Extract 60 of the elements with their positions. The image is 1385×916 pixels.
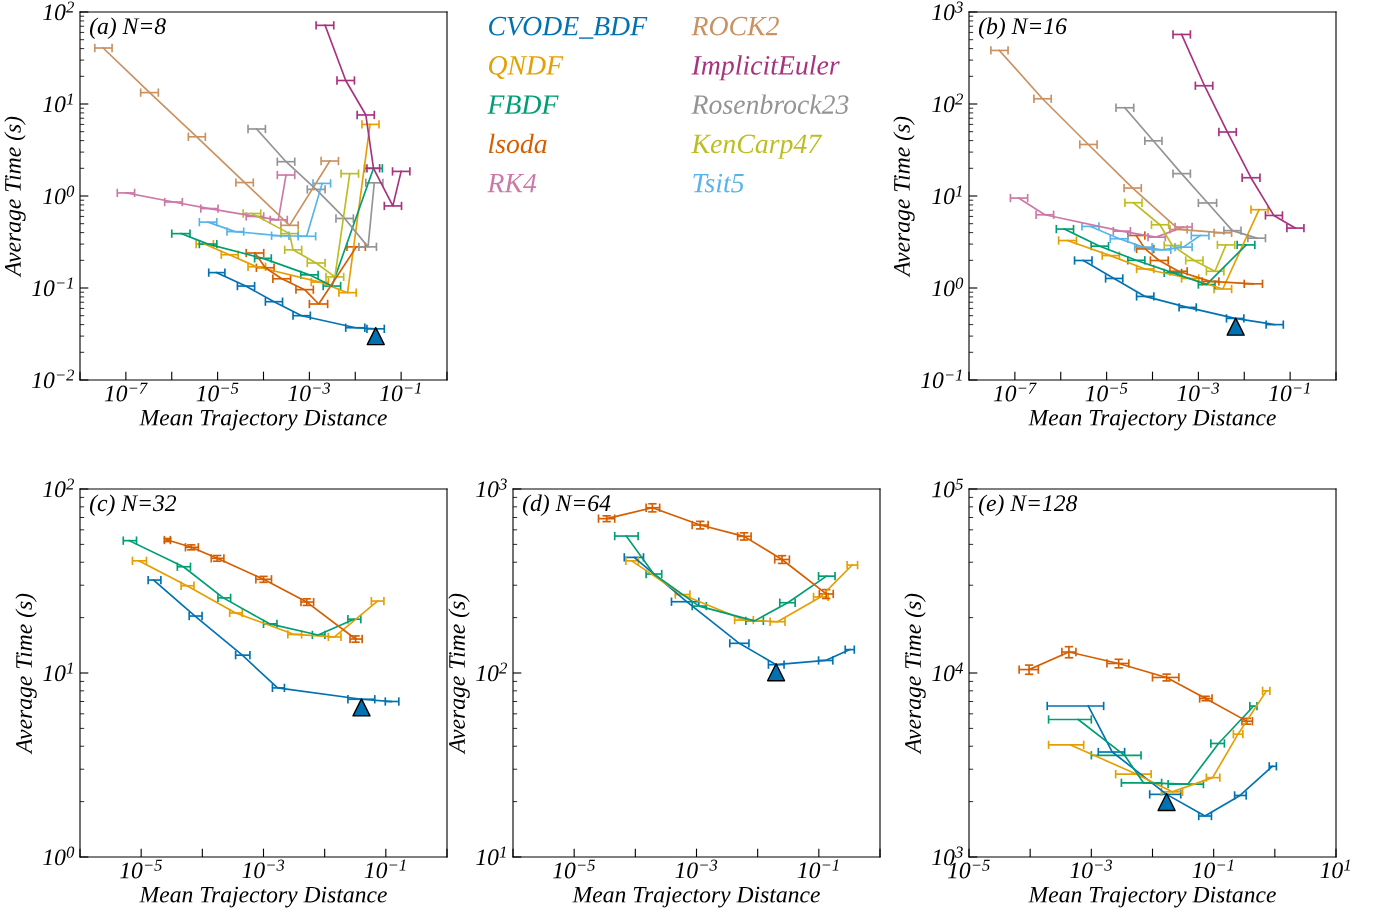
y-axis-title: Average Time (s) <box>4 116 26 278</box>
y-axis-title: Average Time (s) <box>448 593 470 755</box>
x-axis-title: Mean Trajectory Distance <box>1028 409 1276 431</box>
x-axis-title: Mean Trajectory Distance <box>1028 886 1276 908</box>
text: lsoda <box>488 133 547 154</box>
text: KenCarp47 <box>691 134 823 159</box>
text: Rosenbrock23 <box>691 94 849 114</box>
x-axis-title: Mean Trajectory Distance <box>139 886 387 908</box>
x-tick-label: 10$^{−5}$ <box>553 859 595 879</box>
x-tick-label: 10$^{−1}$ <box>364 859 406 879</box>
chart-title: (a) N=8 <box>90 17 166 39</box>
y-axis-title: Average Time (s) <box>893 116 915 278</box>
y-tick-label: 10$^{0}$ <box>43 185 75 205</box>
x-tick-label: 10$^{−3}$ <box>1177 382 1220 402</box>
x-tick-label: 10$^{−1}$ <box>380 382 421 402</box>
y-tick-label: 10$^{0}$ <box>43 846 75 866</box>
text: FBDF <box>487 95 559 114</box>
text: QNDF <box>489 56 564 79</box>
y-tick-label: 10$^{2}$ <box>43 1 75 21</box>
x-tick-label: 10$^{−1}$ <box>797 859 839 879</box>
x-tick-label: 10$^{−1}$ <box>1192 859 1234 879</box>
chart-title: (d) N=64 <box>523 494 611 516</box>
y-axis-title: Average Time (s) <box>904 593 926 755</box>
x-tick-label: 10$^{1}$ <box>1320 859 1350 879</box>
x-tick-label: 10$^{−3}$ <box>242 859 285 879</box>
x-tick-label: 10$^{−7}$ <box>104 382 148 402</box>
x-tick-label: 10$^{−3}$ <box>288 382 331 402</box>
text: Tsit5 <box>693 173 744 193</box>
x-tick-label: 10$^{−5}$ <box>1085 382 1128 402</box>
chart-title: (e) N=128 <box>979 494 1078 516</box>
x-tick-label: 10$^{−5}$ <box>196 382 239 402</box>
text: ImplicitEuler <box>691 55 840 81</box>
text: RK4 <box>487 173 537 193</box>
x-tick-label: 10$^{−7}$ <box>993 382 1037 402</box>
y-tick-label: 10$^{1}$ <box>476 846 506 866</box>
chart-title: (b) N=16 <box>979 17 1067 39</box>
y-tick-label: 10$^{0}$ <box>932 277 964 297</box>
y-axis-title: Average Time (s) <box>15 593 37 755</box>
x-axis-title: Mean Trajectory Distance <box>139 409 387 431</box>
y-tick-label: 10$^{2}$ <box>476 662 508 682</box>
y-tick-label: 10$^{−2}$ <box>32 369 75 389</box>
y-tick-label: 10$^{5}$ <box>932 478 963 498</box>
y-tick-label: 10$^{2}$ <box>43 478 75 498</box>
y-tick-label: 10$^{1}$ <box>43 93 73 113</box>
text: ROCK2 <box>691 16 779 36</box>
x-axis-title: Mean Trajectory Distance <box>572 886 820 908</box>
y-tick-label: 10$^{1}$ <box>932 185 962 205</box>
y-tick-label: 10$^{1}$ <box>43 662 73 682</box>
y-tick-label: 10$^{−1}$ <box>921 369 962 389</box>
x-tick-label: 10$^{−1}$ <box>1269 382 1310 402</box>
y-tick-label: 10$^{4}$ <box>932 662 964 682</box>
text: CVODE_BDF <box>489 16 648 39</box>
x-tick-label: 10$^{−3}$ <box>1070 859 1113 879</box>
y-tick-label: 10$^{2}$ <box>932 93 964 113</box>
x-tick-label: 10$^{−5}$ <box>120 859 162 879</box>
y-tick-label: 10$^{3}$ <box>932 1 963 21</box>
x-tick-label: 10$^{−3}$ <box>675 859 718 879</box>
chart-title: (c) N=32 <box>90 494 177 516</box>
y-tick-label: 10$^{3}$ <box>476 478 507 498</box>
y-tick-label: 10$^{−1}$ <box>32 277 73 297</box>
